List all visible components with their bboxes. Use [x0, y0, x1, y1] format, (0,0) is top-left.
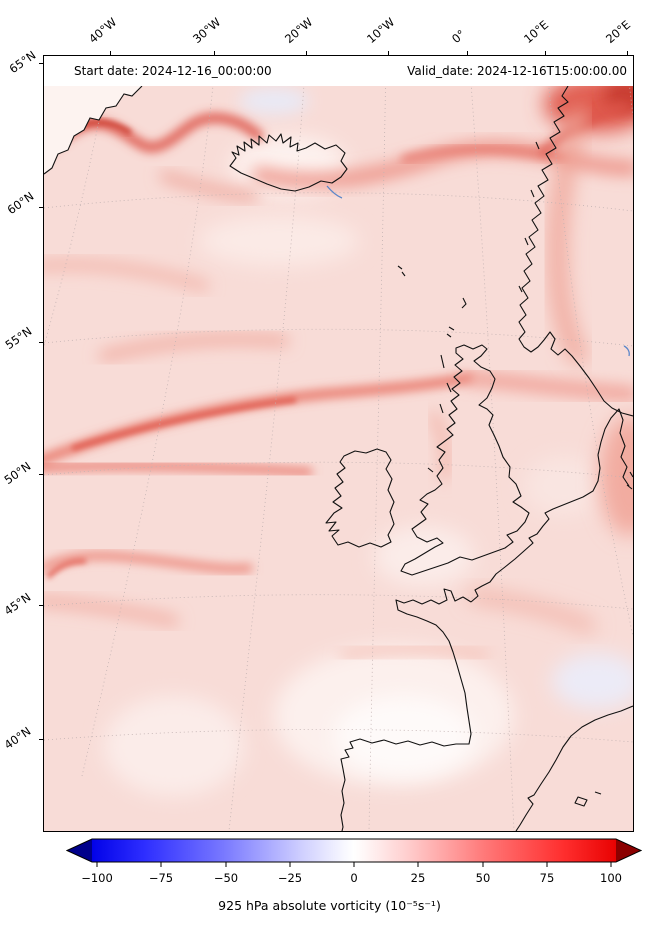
- colorbar-tick-marks: [96, 862, 612, 867]
- lon-tick-mark: [467, 51, 468, 55]
- mediterranean-coast: [515, 705, 633, 831]
- lon-tick-label: 10°W: [364, 14, 398, 47]
- lon-tick-label: 20°W: [282, 14, 316, 47]
- norway-coast: [518, 85, 633, 417]
- lon-tick-mark: [545, 51, 546, 55]
- ireland-coast: [325, 448, 395, 548]
- lat-tick-label: 45°N: [1, 589, 34, 619]
- lon-tick-label: 10°E: [521, 17, 552, 46]
- valid-date-title: Valid_date: 2024-12-16T15:00:00.00: [407, 64, 627, 78]
- colorbar-outline: [65, 838, 643, 863]
- colorbar-tick-label: 100: [600, 871, 622, 885]
- lon-tick-mark: [627, 51, 628, 55]
- france-iberia-coast: [340, 588, 472, 831]
- greenland-coast: [44, 85, 143, 175]
- shetland-orkney: [446, 297, 467, 338]
- low-vorticity-patches: [104, 87, 633, 796]
- isle-of-man: [427, 467, 434, 473]
- lat-tick-label: 60°N: [4, 188, 37, 218]
- lat-tick-label: 55°N: [2, 323, 35, 353]
- map-panel: Start date: 2024-12-16_00:00:00 Valid_da…: [43, 55, 634, 832]
- colorbar-extend-min: [67, 839, 92, 862]
- colorbar-tick-label: −50: [213, 871, 239, 885]
- start-date-title: Start date: 2024-12-16_00:00:00: [74, 64, 272, 78]
- colorbar-tick-label: −25: [277, 871, 303, 885]
- lon-tick-label: 20°E: [603, 17, 634, 46]
- great-britain-coast: [400, 344, 530, 576]
- colorbar: −100 −75 −50 −25 0 25 50 75 100: [65, 838, 643, 898]
- lon-tick-label: 30°W: [190, 14, 224, 47]
- hebrides: [439, 354, 452, 414]
- graticule: [44, 56, 633, 831]
- colorbar-tick-label: −100: [81, 871, 113, 885]
- lakes: [326, 185, 630, 357]
- colorbar-gradient: [92, 839, 616, 862]
- map-canvas: [44, 56, 633, 831]
- coastlines: [229, 85, 633, 831]
- lat-tick-label: 65°N: [6, 47, 39, 77]
- lat-tick-label: 40°N: [1, 723, 34, 753]
- colorbar-tick-label: −75: [148, 871, 174, 885]
- colorbar-canvas: [65, 838, 643, 867]
- colorbar-tick-label: 0: [350, 871, 358, 885]
- northsea-denmark-coast: [470, 408, 630, 603]
- lon-tick-mark: [110, 51, 111, 55]
- lat-tick-mark: [39, 207, 43, 208]
- colorbar-tick-label: 75: [539, 871, 555, 885]
- lat-tick-mark: [39, 474, 43, 475]
- colorbar-caption: 925 hPa absolute vorticity (10⁻⁵s⁻¹): [218, 898, 441, 913]
- iceland-coast: [229, 133, 348, 192]
- title-strip: Start date: 2024-12-16_00:00:00 Valid_da…: [44, 56, 633, 86]
- lon-tick-label: 40°W: [86, 14, 120, 47]
- danish-islands: [626, 471, 633, 490]
- norway-skerries: [518, 141, 540, 293]
- colorbar-tick-label: 25: [410, 871, 426, 885]
- balearic-islands: [574, 791, 602, 807]
- lon-tick-mark: [214, 51, 215, 55]
- colorbar-tick-label: 50: [475, 871, 491, 885]
- colorbar-extend-max: [616, 839, 641, 862]
- lat-tick-mark: [39, 342, 43, 343]
- lat-tick-mark: [39, 739, 43, 740]
- lon-tick-mark: [388, 51, 389, 55]
- lon-tick-mark: [306, 51, 307, 55]
- faroe-islands: [397, 265, 406, 277]
- lon-tick-label: 0°: [449, 26, 469, 46]
- lat-tick-label: 50°N: [1, 458, 34, 488]
- lat-tick-mark: [39, 605, 43, 606]
- lat-tick-mark: [39, 63, 43, 64]
